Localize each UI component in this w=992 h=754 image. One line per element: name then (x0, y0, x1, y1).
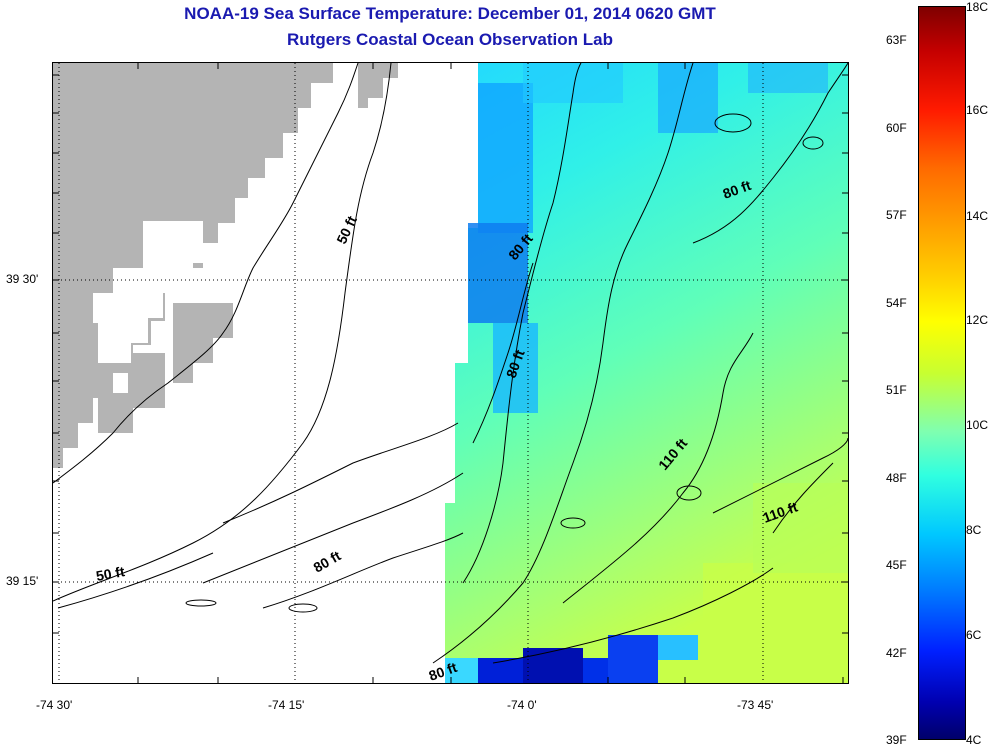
bay-water (93, 221, 218, 363)
colorbar-label-c: 12C (966, 313, 989, 327)
colorbar-label-c: 8C (966, 523, 982, 537)
colorbar-label-f: 60F (886, 121, 907, 135)
colorbar-label-f: 42F (886, 646, 907, 660)
colorbar-label-c: 16C (966, 103, 989, 117)
y-tick-label: 39 15' (6, 574, 39, 588)
frame-ticks (53, 63, 848, 683)
x-tick-label: -74 30' (36, 698, 73, 712)
colorbar-label-c: 18C (966, 0, 989, 14)
colorbar-label-c: 10C (966, 418, 989, 432)
y-tick-label: 39 30' (6, 272, 39, 286)
colorbar-label-f: 54F (886, 296, 907, 310)
colorbar-label-c: 6C (966, 628, 982, 642)
map-subtitle: Rutgers Coastal Ocean Observation Lab (287, 30, 613, 49)
x-tick-label: -74 0' (507, 698, 537, 712)
colorbar-label-c: 4C (966, 733, 982, 747)
land-mass (53, 63, 398, 468)
colorbar-label-f: 39F (886, 733, 907, 747)
graticule (53, 63, 848, 683)
map-title: NOAA-19 Sea Surface Temperature: Decembe… (184, 4, 716, 23)
colorbar-label-f: 57F (886, 208, 907, 222)
sst-map: 50 ft 50 ft 80 ft 80 ft 80 ft 80 ft 80 f… (52, 62, 849, 684)
temperature-colorbar (918, 6, 966, 740)
colorbar-label-f: 51F (886, 383, 907, 397)
contour-label: 80 ft (311, 547, 344, 575)
colorbar-label-c: 14C (966, 209, 989, 223)
map-canvas: 50 ft 50 ft 80 ft 80 ft 80 ft 80 ft 80 f… (53, 63, 848, 683)
depth-contours (53, 63, 848, 664)
coastline (53, 63, 359, 484)
colorbar-label-f: 48F (886, 471, 907, 485)
sst-field (445, 63, 848, 683)
contour-label: 50 ft (95, 563, 126, 584)
colorbar-label-f: 45F (886, 558, 907, 572)
x-tick-label: -74 15' (268, 698, 305, 712)
x-tick-label: -73 45' (737, 698, 774, 712)
colorbar-label-f: 63F (886, 33, 907, 47)
